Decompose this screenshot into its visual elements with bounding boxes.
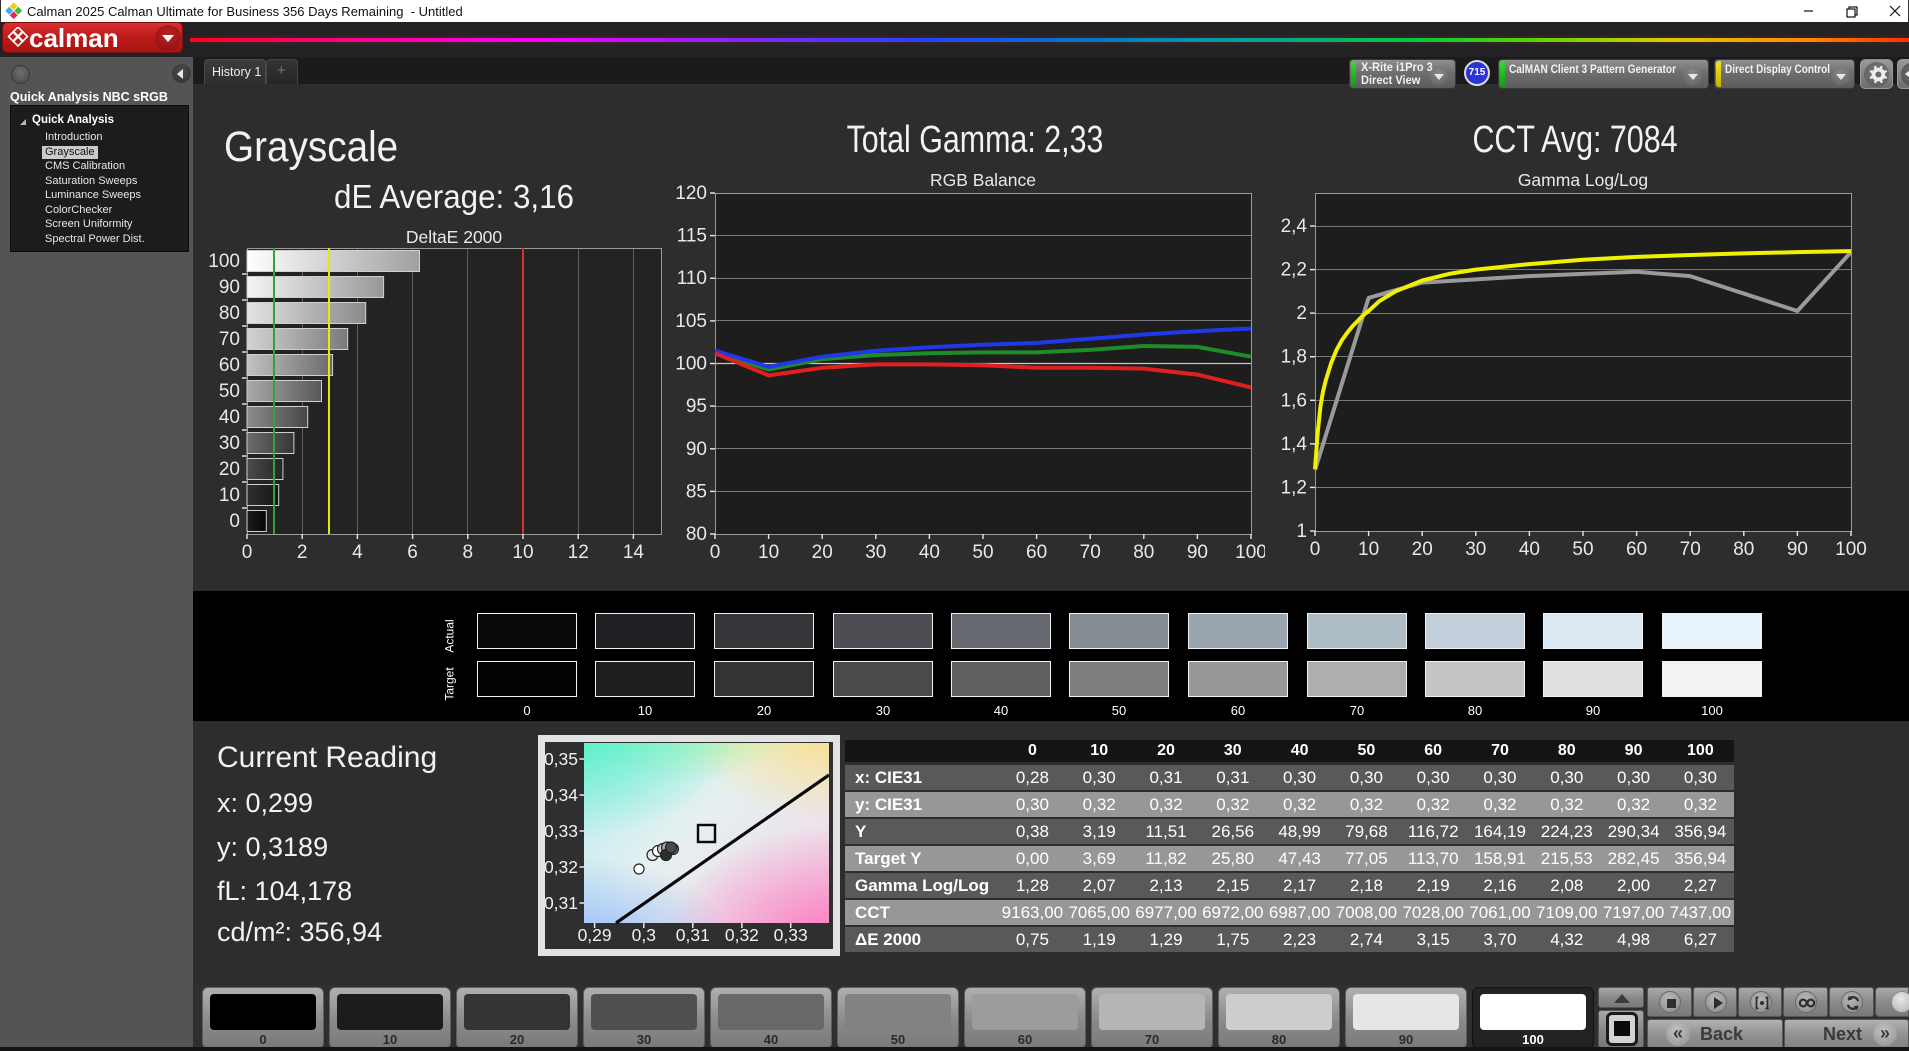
svg-text:60: 60 (1626, 539, 1647, 560)
svg-text:30: 30 (219, 433, 240, 454)
svg-text:100: 100 (208, 251, 240, 272)
svg-text:10: 10 (1358, 539, 1379, 560)
svg-text:0,34: 0,34 (545, 785, 578, 805)
svg-text:110: 110 (677, 268, 707, 289)
svg-text:100: 100 (1835, 539, 1867, 560)
svg-text:6: 6 (407, 542, 418, 563)
svg-text:95: 95 (686, 396, 707, 417)
svg-text:0,33: 0,33 (774, 925, 808, 945)
svg-text:0,32: 0,32 (545, 857, 578, 877)
svg-text:105: 105 (675, 311, 707, 332)
svg-text:100: 100 (675, 354, 707, 375)
svg-text:0: 0 (229, 511, 240, 532)
svg-text:0,33: 0,33 (545, 821, 578, 841)
svg-text:0: 0 (1310, 539, 1321, 560)
svg-text:30: 30 (865, 542, 886, 563)
svg-text:115: 115 (677, 226, 707, 247)
svg-text:80: 80 (1133, 542, 1154, 563)
svg-text:Gamma Log/Log: Gamma Log/Log (1518, 170, 1648, 190)
svg-text:20: 20 (812, 542, 833, 563)
svg-text:14: 14 (623, 542, 645, 563)
svg-text:40: 40 (919, 542, 940, 563)
svg-text:1,4: 1,4 (1281, 434, 1308, 455)
svg-text:RGB Balance: RGB Balance (930, 170, 1036, 190)
svg-text:1: 1 (1296, 521, 1307, 542)
svg-text:120: 120 (675, 183, 707, 204)
svg-text:20: 20 (1412, 539, 1433, 560)
svg-text:0,31: 0,31 (676, 925, 710, 945)
svg-text:50: 50 (219, 381, 240, 402)
svg-text:1,2: 1,2 (1281, 477, 1307, 498)
svg-text:85: 85 (686, 481, 707, 502)
svg-text:4: 4 (352, 542, 363, 563)
svg-text:90: 90 (219, 277, 240, 298)
svg-text:2,4: 2,4 (1281, 216, 1308, 237)
svg-text:70: 70 (219, 329, 240, 350)
svg-text:40: 40 (219, 407, 240, 428)
svg-text:50: 50 (1572, 539, 1593, 560)
svg-text:2: 2 (1296, 303, 1307, 324)
svg-text:0,3: 0,3 (632, 925, 656, 945)
svg-text:50: 50 (972, 542, 993, 563)
svg-text:30: 30 (1465, 539, 1486, 560)
svg-text:20: 20 (219, 459, 240, 480)
svg-text:60: 60 (219, 355, 240, 376)
svg-text:70: 70 (1680, 539, 1701, 560)
svg-text:90: 90 (686, 439, 707, 460)
svg-text:80: 80 (219, 303, 240, 324)
svg-text:10: 10 (512, 542, 533, 563)
svg-text:0,32: 0,32 (725, 925, 759, 945)
svg-text:90: 90 (1187, 542, 1208, 563)
svg-text:100: 100 (1235, 542, 1265, 563)
svg-text:0: 0 (242, 542, 253, 563)
svg-text:8: 8 (463, 542, 474, 563)
svg-text:2,2: 2,2 (1281, 260, 1307, 281)
svg-text:2: 2 (297, 542, 308, 563)
svg-text:0,31: 0,31 (545, 893, 578, 913)
svg-text:80: 80 (686, 524, 707, 545)
svg-text:0: 0 (710, 542, 721, 563)
svg-text:10: 10 (758, 542, 779, 563)
svg-text:12: 12 (568, 542, 589, 563)
svg-text:80: 80 (1733, 539, 1754, 560)
svg-text:10: 10 (219, 485, 240, 506)
svg-text:40: 40 (1519, 539, 1540, 560)
svg-text:60: 60 (1026, 542, 1047, 563)
svg-text:0,29: 0,29 (578, 925, 612, 945)
svg-text:1,6: 1,6 (1281, 390, 1307, 411)
svg-text:0,35: 0,35 (545, 749, 578, 769)
svg-text:70: 70 (1080, 542, 1101, 563)
svg-text:DeltaE 2000: DeltaE 2000 (406, 227, 503, 247)
svg-text:90: 90 (1787, 539, 1808, 560)
svg-text:1,8: 1,8 (1281, 347, 1307, 368)
